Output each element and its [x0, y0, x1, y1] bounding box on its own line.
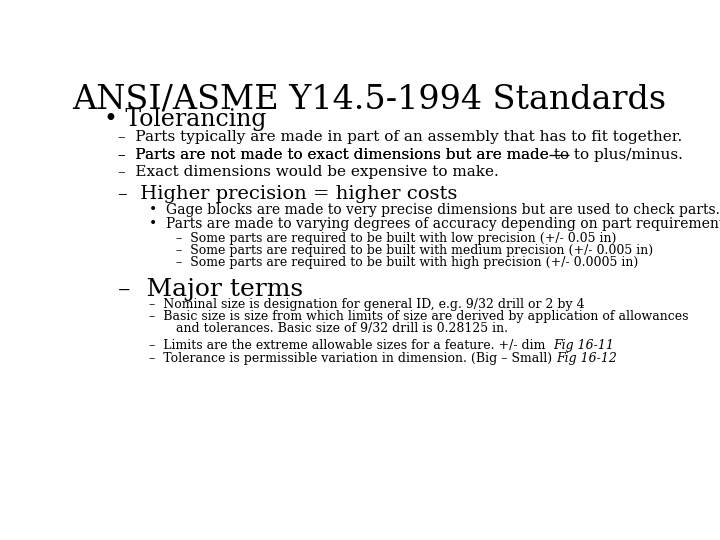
Text: to plus/minus.: to plus/minus.: [569, 148, 683, 162]
Text: –  Parts are not made to exact dimensions but are made: – Parts are not made to exact dimensions…: [118, 148, 549, 162]
Text: –  Exact dimensions would be expensive to make.: – Exact dimensions would be expensive to…: [118, 165, 499, 179]
Text: –  Some parts are required to be built with low precision (+/- 0.05 in): – Some parts are required to be built wi…: [176, 232, 617, 245]
Text: Fig 16-11: Fig 16-11: [553, 339, 614, 352]
Text: –  Some parts are required to be built with high precision (+/- 0.0005 in): – Some parts are required to be built wi…: [176, 256, 639, 269]
Text: to: to: [549, 148, 569, 162]
Text: –  Some parts are required to be built with medium precision (+/- 0.005 in): – Some parts are required to be built wi…: [176, 245, 654, 258]
Text: –  Nominal size is designation for general ID, e.g. 9/32 drill or 2 by 4: – Nominal size is designation for genera…: [148, 298, 584, 310]
Text: •  Parts are made to varying degrees of accuracy depending on part requirements.: • Parts are made to varying degrees of a…: [148, 218, 720, 232]
Text: –  Limits are the extreme allowable sizes for a feature. +/- dim: – Limits are the extreme allowable sizes…: [148, 339, 553, 352]
Text: –  Parts are not made to exact dimensions but are made: – Parts are not made to exact dimensions…: [118, 148, 549, 162]
Text: –  Major terms: – Major terms: [118, 278, 303, 301]
Text: • Tolerancing: • Tolerancing: [104, 109, 266, 131]
Text: •  Gage blocks are made to very precise dimensions but are used to check parts.: • Gage blocks are made to very precise d…: [148, 203, 719, 217]
Text: –  Basic size is size from which limits of size are derived by application of al: – Basic size is size from which limits o…: [148, 310, 688, 323]
Text: –  Higher precision = higher costs: – Higher precision = higher costs: [118, 185, 457, 204]
Text: ANSI/ASME Y14.5-1994 Standards: ANSI/ASME Y14.5-1994 Standards: [72, 84, 666, 116]
Text: Fig 16-12: Fig 16-12: [556, 352, 616, 365]
Text: –  Tolerance is permissible variation in dimension. (Big – Small): – Tolerance is permissible variation in …: [148, 352, 556, 365]
Text: –  Parts typically are made in part of an assembly that has to fit together.: – Parts typically are made in part of an…: [118, 130, 682, 144]
Text: and tolerances. Basic size of 9/32 drill is 0.28125 in.: and tolerances. Basic size of 9/32 drill…: [176, 322, 508, 335]
